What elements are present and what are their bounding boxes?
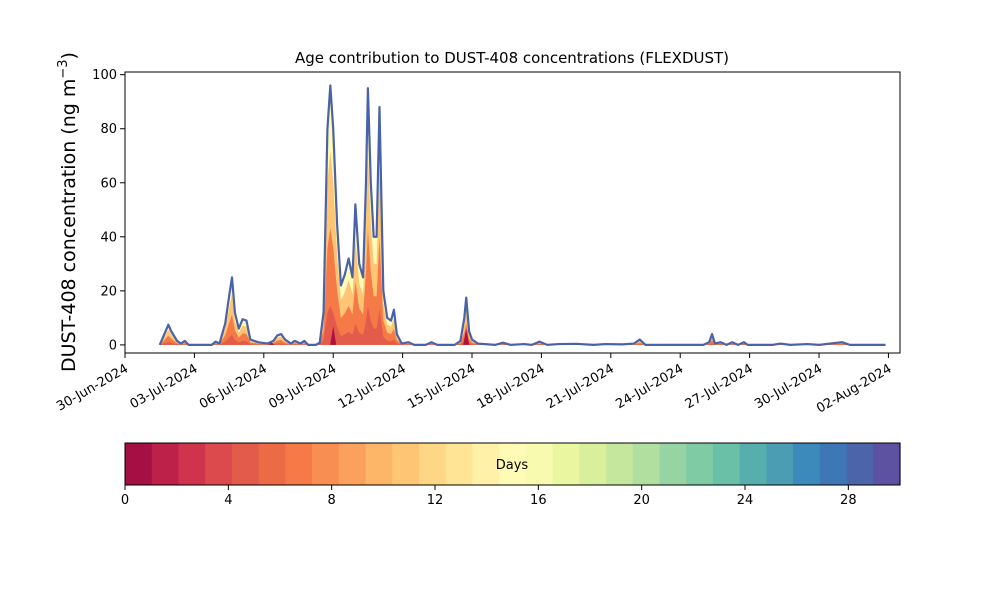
- colorbar-segment: [312, 443, 340, 485]
- colorbar-segment: [365, 443, 393, 485]
- red-young-dust-spikes: [268, 325, 470, 345]
- colorbar-segment: [873, 443, 901, 485]
- y-axis-label-superscript: −3: [56, 59, 71, 78]
- y-axis-label: DUST-408 concentration (ng m−3): [56, 52, 80, 372]
- x-tick-label: 18-Jul-2024: [475, 361, 548, 412]
- age-layer-6-days: [159, 228, 886, 345]
- colorbar-segment: [178, 443, 206, 485]
- age-layer-10-days: [159, 150, 886, 345]
- colorbar-segment: [205, 443, 233, 485]
- colorbar-tick-label: 4: [224, 493, 232, 508]
- colorbar-segment: [686, 443, 714, 485]
- colorbar-tick-label: 20: [633, 493, 650, 508]
- colorbar-tick-label: 24: [737, 493, 754, 508]
- y-tick-label: 40: [100, 230, 117, 245]
- colorbar-segment: [472, 443, 500, 485]
- colorbar-segment: [125, 443, 153, 485]
- colorbar-tick-label: 0: [121, 493, 129, 508]
- colorbar-segment: [151, 443, 180, 485]
- colorbar-segment: [525, 443, 554, 485]
- young-dust-spike: [463, 328, 470, 345]
- colorbar-segment: [231, 443, 260, 485]
- colorbar-segment: [579, 443, 607, 485]
- y-axis: 0 20 40 60 80 100: [92, 68, 125, 353]
- colorbar-segment: [819, 443, 848, 485]
- x-tick-label: 06-Jul-2024: [197, 361, 270, 412]
- chart-title: Age contribution to DUST-408 concentrati…: [295, 49, 729, 67]
- colorbar-tick-label: 8: [328, 493, 336, 508]
- colorbar-label: Days: [496, 458, 529, 473]
- colorbar-ticks: 0 4 8 12 16 20 24 28: [121, 485, 857, 508]
- colorbar-segment: [659, 443, 687, 485]
- y-tick-label: 80: [100, 122, 117, 137]
- colorbar-segment: [606, 443, 634, 485]
- age-fill-areas: [159, 85, 886, 345]
- x-tick-label: 09-Jul-2024: [266, 361, 339, 412]
- x-tick-label: 21-Jul-2024: [544, 361, 617, 412]
- y-axis-label-main: DUST-408 concentration (ng m: [58, 79, 80, 372]
- colorbar-segment: [766, 443, 794, 485]
- colorbar-tick-label: 16: [530, 493, 547, 508]
- colorbar-segment: [632, 443, 661, 485]
- colorbar: [124, 442, 901, 486]
- colorbar-segment: [499, 443, 527, 485]
- colorbar-segment: [392, 443, 420, 485]
- age-layer-4-days: [159, 305, 886, 345]
- colorbar-frame: [124, 442, 901, 486]
- x-tick-label: 03-Jul-2024: [128, 361, 201, 412]
- x-axis: 30-Jun-202403-Jul-202406-Jul-202409-Jul-…: [54, 353, 894, 417]
- colorbar-segment: [258, 443, 286, 485]
- colorbar-segment: [285, 443, 313, 485]
- colorbar-segment: [552, 443, 580, 485]
- colorbar-segment: [445, 443, 474, 485]
- colorbar-segment: [338, 443, 367, 485]
- plot-area: [124, 71, 901, 354]
- total-concentration-line: [158, 84, 886, 346]
- colorbar-segment: [846, 443, 874, 485]
- x-tick-label: 15-Jul-2024: [405, 361, 478, 412]
- colorbar-segment: [739, 443, 767, 485]
- colorbar-segment: [712, 443, 741, 485]
- young-dust-spike: [268, 342, 275, 345]
- colorbar-segment: [418, 443, 447, 485]
- y-tick-label: 20: [100, 284, 117, 299]
- age-layer-14-days: [159, 85, 886, 345]
- y-tick-label: 0: [109, 338, 117, 353]
- x-tick-label: 27-Jul-2024: [683, 361, 756, 412]
- y-tick-label: 60: [100, 176, 117, 191]
- x-tick-label: 02-Aug-2024: [814, 361, 894, 416]
- colorbar-tick-label: 12: [427, 493, 444, 508]
- y-tick-label: 100: [92, 68, 117, 83]
- x-tick-label: 24-Jul-2024: [613, 361, 686, 412]
- colorbar-tick-label: 28: [840, 493, 857, 508]
- y-axis-label-close: ): [58, 52, 80, 59]
- plot-frame: [124, 71, 901, 354]
- colorbar-segment: [793, 443, 821, 485]
- x-tick-label: 12-Jul-2024: [336, 361, 409, 412]
- young-dust-spike: [330, 325, 337, 345]
